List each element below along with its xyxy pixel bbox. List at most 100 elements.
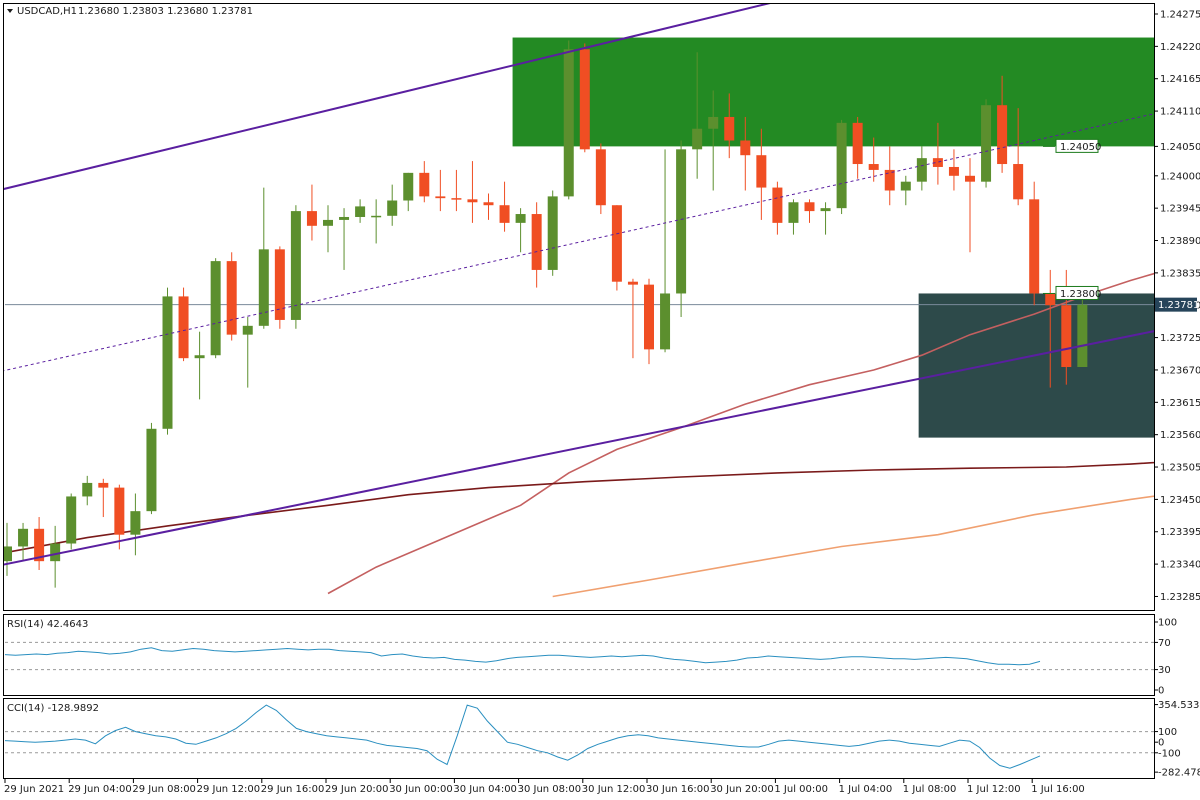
candle-body <box>50 543 61 562</box>
candle <box>676 140 687 318</box>
price-tick-label: 1.23835 <box>1160 268 1200 279</box>
candle-body <box>258 249 269 326</box>
level-box <box>1055 138 1099 153</box>
time-tick-label: 30 Jun 20:00 <box>710 784 774 795</box>
candle-body <box>4 546 12 562</box>
candle-body <box>563 49 574 197</box>
candle-body <box>692 128 703 150</box>
candle-body <box>387 200 398 216</box>
candle <box>210 258 221 359</box>
osc-line <box>4 647 1041 666</box>
support-zone <box>918 293 1154 438</box>
candle-body <box>997 105 1008 165</box>
candle <box>162 287 173 435</box>
cci-title: CCI(14) -128.9892 <box>7 703 99 714</box>
candle <box>772 181 783 235</box>
candle-body <box>1061 305 1072 368</box>
time-tick-label: 29 Jun 2021 <box>4 784 64 795</box>
channel-lower-line[interactable] <box>0 241 1200 597</box>
osc-tick-label: -100 <box>1158 748 1181 759</box>
candle <box>644 278 654 365</box>
candle <box>836 119 847 215</box>
candle-body <box>467 199 478 203</box>
candle-body <box>130 511 141 535</box>
candle-body <box>18 528 29 547</box>
candle <box>1013 108 1024 206</box>
candle-body <box>178 296 189 359</box>
time-tick-label: 1 Jul 12:00 <box>967 784 1021 795</box>
price-tick-label: 1.23450 <box>1160 495 1200 506</box>
candle-body <box>579 49 590 150</box>
channel-upper-line[interactable] <box>0 2 776 329</box>
candle-body <box>836 122 847 209</box>
candle-body <box>611 205 622 282</box>
symbol-label: USDCAD,H1 <box>17 6 77 17</box>
candle-body <box>1077 304 1088 368</box>
candle <box>1029 181 1040 306</box>
resistance-zone <box>512 37 1154 147</box>
osc-tick-label: 354.5335 <box>1158 700 1200 711</box>
candle <box>34 517 45 570</box>
candle-body <box>547 196 558 270</box>
candle-body <box>788 202 799 223</box>
price-tick-label: 1.23615 <box>1160 398 1200 409</box>
resistance-level-label: 1.24050 <box>1043 138 1101 153</box>
candle-body <box>932 158 943 167</box>
candle <box>371 199 382 244</box>
osc-line <box>4 704 1041 769</box>
candle <box>403 172 414 212</box>
time-tick-label: 1 Jul 04:00 <box>839 784 893 795</box>
ma-slow-line <box>6 461 1154 554</box>
candle <box>724 93 735 159</box>
candle <box>547 190 558 276</box>
candle-body <box>323 219 333 226</box>
price-tick-label: 1.23670 <box>1160 365 1200 376</box>
candle-body <box>515 214 526 223</box>
time-tick-label: 29 Jun 04:00 <box>68 784 132 795</box>
candle <box>98 478 109 518</box>
candle-body <box>435 196 446 199</box>
ma-fast-line <box>327 272 1154 595</box>
candle <box>868 137 879 182</box>
price-tick-label: 1.24110 <box>1160 107 1200 118</box>
candle <box>740 116 751 191</box>
time-tick-label: 30 Jun 12:00 <box>582 784 646 795</box>
candle <box>788 199 799 235</box>
candle <box>997 75 1008 173</box>
candle-body <box>210 261 221 356</box>
candle <box>146 422 157 515</box>
candle-body <box>34 528 45 562</box>
candle-body <box>194 355 205 359</box>
candle <box>804 199 815 223</box>
time-tick-label: 30 Jun 08:00 <box>518 784 582 795</box>
candle <box>306 184 317 241</box>
candle <box>531 202 542 288</box>
candle <box>323 205 333 253</box>
time-tick-label: 1 Jul 08:00 <box>903 784 957 795</box>
price-tick-label: 1.24000 <box>1160 171 1200 182</box>
candle-body <box>1013 164 1024 200</box>
candle-body <box>371 215 382 218</box>
osc-tick-label: 0 <box>1158 738 1164 749</box>
collapse-arrow-icon[interactable] <box>7 9 13 13</box>
time-tick-label: 30 Jun 16:00 <box>646 784 710 795</box>
candle <box>595 143 606 215</box>
candle <box>483 193 494 220</box>
candle <box>611 205 622 291</box>
price-tick-label: 1.23395 <box>1160 527 1200 538</box>
current-price-tag: 1.23781 <box>1155 297 1199 312</box>
candle <box>916 146 927 191</box>
time-tick-label: 1 Jul 16:00 <box>1031 784 1085 795</box>
candle-body <box>708 116 719 129</box>
candles-layer <box>4 40 1088 588</box>
candle <box>290 205 301 329</box>
candle-body <box>242 325 253 335</box>
time-tick-label: 29 Jun 16:00 <box>261 784 325 795</box>
candle <box>499 181 510 232</box>
candle-body <box>676 149 687 294</box>
rsi-panel: RSI(14) 42.4643 100 70 30 0 <box>4 618 1177 697</box>
candle <box>627 278 638 359</box>
candle <box>579 43 590 153</box>
candle-body <box>226 261 237 335</box>
price-tick-label: 1.24220 <box>1160 42 1200 53</box>
